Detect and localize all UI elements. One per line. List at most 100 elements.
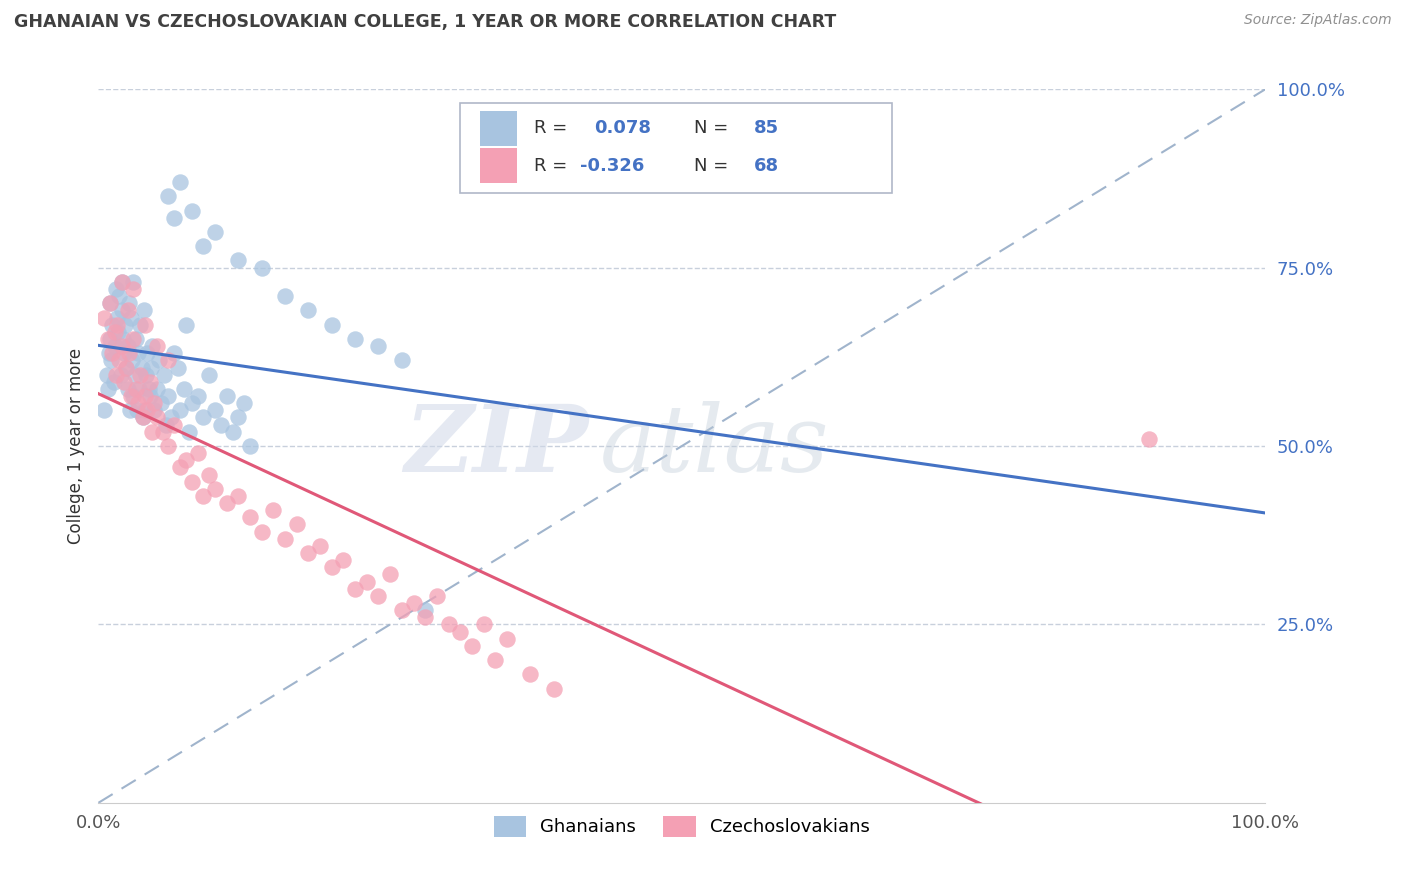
Point — [262, 503, 284, 517]
Text: Source: ZipAtlas.com: Source: ZipAtlas.com — [1244, 13, 1392, 28]
Point — [173, 382, 195, 396]
Point — [169, 175, 191, 189]
Point — [198, 368, 221, 382]
Point — [367, 589, 389, 603]
Point — [367, 339, 389, 353]
Point — [111, 275, 134, 289]
Point — [118, 403, 141, 417]
Text: R =: R = — [534, 120, 572, 137]
Point — [122, 389, 145, 403]
Point — [461, 639, 484, 653]
Point — [101, 346, 124, 360]
Text: 0.078: 0.078 — [595, 120, 651, 137]
Point — [239, 439, 262, 453]
Point — [143, 396, 166, 410]
Point — [356, 574, 378, 589]
Point — [309, 539, 332, 553]
Point — [124, 368, 146, 382]
Text: GHANAIAN VS CZECHOSLOVAKIAN COLLEGE, 1 YEAR OR MORE CORRELATION CHART: GHANAIAN VS CZECHOSLOVAKIAN COLLEGE, 1 Y… — [14, 13, 837, 31]
Point — [118, 296, 141, 310]
Point — [285, 517, 308, 532]
Point — [125, 403, 148, 417]
Point — [146, 410, 169, 425]
Point — [115, 360, 138, 375]
Point — [146, 382, 169, 396]
Bar — [479, 112, 517, 145]
Text: 85: 85 — [754, 120, 779, 137]
Point — [344, 582, 367, 596]
Point — [169, 403, 191, 417]
Point — [97, 332, 120, 346]
Point — [157, 389, 180, 403]
Point — [103, 375, 125, 389]
Point — [128, 382, 150, 396]
Point — [125, 382, 148, 396]
FancyBboxPatch shape — [460, 103, 891, 193]
Point — [204, 482, 226, 496]
Point — [100, 353, 122, 368]
Point — [198, 467, 221, 482]
Point — [97, 382, 120, 396]
Point — [193, 489, 215, 503]
Point — [117, 339, 139, 353]
Point — [150, 396, 173, 410]
Point — [135, 368, 157, 382]
Point — [148, 353, 170, 368]
Point — [344, 332, 367, 346]
Point — [132, 303, 155, 318]
Point — [101, 318, 124, 332]
Point — [437, 617, 460, 632]
Point — [129, 318, 152, 332]
Point — [174, 453, 197, 467]
Point — [136, 346, 159, 360]
Point — [215, 496, 238, 510]
Point — [104, 282, 127, 296]
Point — [111, 275, 134, 289]
Point — [391, 603, 413, 617]
Point — [221, 425, 243, 439]
Point — [155, 417, 177, 432]
Point — [146, 339, 169, 353]
Point — [193, 410, 215, 425]
Point — [297, 546, 319, 560]
Text: N =: N = — [693, 157, 734, 175]
Point — [426, 589, 449, 603]
Point — [127, 346, 149, 360]
Point — [97, 346, 120, 360]
Point — [163, 346, 186, 360]
Point — [250, 260, 273, 275]
Point — [112, 346, 135, 360]
Point — [111, 332, 134, 346]
Point — [111, 339, 134, 353]
Point — [110, 368, 132, 382]
Point — [402, 596, 425, 610]
Point — [321, 318, 343, 332]
Point — [98, 332, 121, 346]
Point — [117, 303, 139, 318]
Point — [297, 303, 319, 318]
Point — [496, 632, 519, 646]
Point — [157, 189, 180, 203]
Point — [134, 403, 156, 417]
Text: ZIP: ZIP — [405, 401, 589, 491]
Point — [169, 460, 191, 475]
Point — [121, 353, 143, 368]
Text: R =: R = — [534, 157, 572, 175]
Point — [209, 417, 232, 432]
Point — [543, 681, 565, 696]
Point — [166, 360, 188, 375]
Point — [141, 339, 163, 353]
Point — [321, 560, 343, 574]
Point — [111, 303, 134, 318]
Point — [136, 403, 159, 417]
Point — [193, 239, 215, 253]
Text: 68: 68 — [754, 157, 779, 175]
Point — [114, 318, 136, 332]
Point — [472, 617, 495, 632]
Point — [122, 275, 145, 289]
Point — [96, 368, 118, 382]
Point — [332, 553, 354, 567]
Point — [519, 667, 541, 681]
Point — [131, 360, 153, 375]
Legend: Ghanaians, Czechoslovakians: Ghanaians, Czechoslovakians — [486, 808, 877, 844]
